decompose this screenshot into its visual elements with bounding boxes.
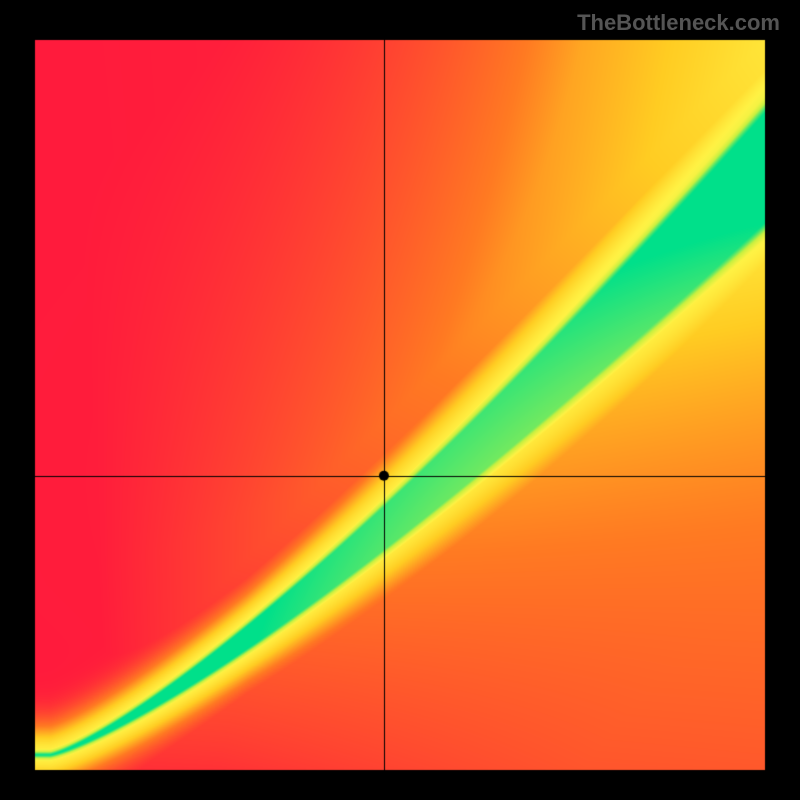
- watermark-text: TheBottleneck.com: [577, 10, 780, 36]
- chart-container: TheBottleneck.com: [0, 0, 800, 800]
- bottleneck-heatmap: [0, 0, 800, 800]
